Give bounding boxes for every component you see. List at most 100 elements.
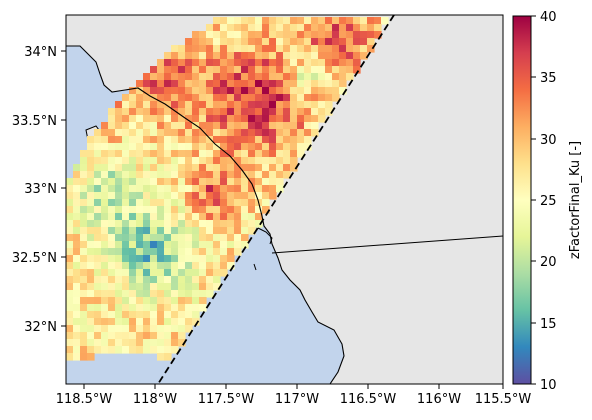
swath-pixel bbox=[171, 171, 179, 179]
swath-pixel bbox=[101, 157, 109, 165]
swath-pixel bbox=[143, 339, 151, 347]
swath-pixel bbox=[164, 325, 172, 333]
swath-pixel bbox=[129, 339, 137, 347]
swath-pixel bbox=[227, 59, 235, 67]
swath-pixel bbox=[311, 101, 319, 109]
swath-pixel bbox=[157, 73, 165, 81]
swath-pixel bbox=[115, 192, 123, 200]
swath-pixel bbox=[94, 339, 102, 347]
swath-pixel bbox=[353, 59, 361, 67]
swath-pixel bbox=[178, 150, 186, 158]
swath-pixel bbox=[220, 227, 228, 235]
swath-pixel bbox=[122, 304, 130, 312]
swath-pixel bbox=[241, 59, 249, 67]
swath-pixel bbox=[94, 283, 102, 291]
swath-pixel bbox=[269, 101, 277, 109]
swath-pixel bbox=[227, 80, 235, 88]
swath-pixel bbox=[178, 206, 186, 214]
swath-pixel bbox=[227, 38, 235, 46]
swath-pixel bbox=[360, 24, 368, 32]
swath-pixel bbox=[80, 255, 88, 263]
swath-pixel bbox=[157, 234, 165, 242]
swath-pixel bbox=[220, 38, 228, 46]
swath-pixel bbox=[283, 143, 291, 151]
swath-pixel bbox=[290, 24, 298, 32]
swath-pixel bbox=[178, 136, 186, 144]
swath-pixel bbox=[150, 80, 158, 88]
swath-pixel bbox=[213, 178, 221, 186]
swath-pixel bbox=[304, 45, 312, 53]
swath-pixel bbox=[129, 248, 137, 256]
swath-pixel bbox=[136, 101, 144, 109]
swath-pixel bbox=[150, 227, 158, 235]
swath-pixel bbox=[206, 213, 214, 221]
swath-pixel bbox=[311, 108, 319, 116]
swath-pixel bbox=[94, 255, 102, 263]
swath-pixel bbox=[227, 101, 235, 109]
swath-pixel bbox=[122, 346, 130, 354]
swath-pixel bbox=[122, 248, 130, 256]
swath-pixel bbox=[276, 108, 284, 116]
swath-pixel bbox=[206, 66, 214, 74]
swath-pixel bbox=[136, 164, 144, 172]
swath-pixel bbox=[94, 276, 102, 284]
swath-pixel bbox=[80, 339, 88, 347]
swath-pixel bbox=[227, 87, 235, 95]
swath-pixel bbox=[283, 66, 291, 74]
swath-pixel bbox=[129, 157, 137, 165]
swath-pixel bbox=[248, 129, 256, 137]
swath-pixel bbox=[367, 24, 375, 32]
swath-pixel bbox=[353, 31, 361, 39]
swath-pixel bbox=[157, 290, 165, 298]
swath-pixel bbox=[276, 157, 284, 165]
swath-pixel bbox=[213, 157, 221, 165]
swath-pixel bbox=[129, 164, 137, 172]
swath-pixel bbox=[185, 304, 193, 312]
swath-pixel bbox=[227, 108, 235, 116]
swath-pixel bbox=[248, 178, 256, 186]
swath-pixel bbox=[213, 94, 221, 102]
swath-pixel bbox=[150, 115, 158, 123]
swath-pixel bbox=[185, 318, 193, 326]
swath-pixel bbox=[325, 59, 333, 67]
swath-pixel bbox=[178, 73, 186, 81]
swath-pixel bbox=[108, 311, 116, 319]
swath-pixel bbox=[171, 108, 179, 116]
swath-pixel bbox=[213, 59, 221, 67]
swath-pixel bbox=[220, 185, 228, 193]
swath-pixel bbox=[283, 59, 291, 67]
swath-pixel bbox=[276, 171, 284, 179]
swath-pixel bbox=[290, 73, 298, 81]
swath-pixel bbox=[304, 59, 312, 67]
swath-pixel bbox=[150, 262, 158, 270]
swath-pixel bbox=[276, 45, 284, 53]
swath-pixel bbox=[87, 297, 95, 305]
swath-pixel bbox=[171, 346, 179, 354]
swath-pixel bbox=[213, 283, 221, 291]
swath-pixel bbox=[311, 87, 319, 95]
swath-pixel bbox=[143, 304, 151, 312]
swath-pixel bbox=[248, 164, 256, 172]
swath-pixel bbox=[276, 73, 284, 81]
swath-pixel bbox=[346, 59, 354, 67]
swath-pixel bbox=[129, 227, 137, 235]
swath-pixel bbox=[171, 276, 179, 284]
swath-pixel bbox=[290, 87, 298, 95]
swath-pixel bbox=[108, 143, 116, 151]
swath-pixel bbox=[297, 101, 305, 109]
swath-pixel bbox=[80, 185, 88, 193]
swath-pixel bbox=[164, 87, 172, 95]
swath-pixel bbox=[185, 255, 193, 263]
swath-pixel bbox=[192, 206, 200, 214]
swath-pixel bbox=[220, 269, 228, 277]
swath-pixel bbox=[192, 297, 200, 305]
swath-pixel bbox=[101, 150, 109, 158]
swath-pixel bbox=[227, 171, 235, 179]
swath-pixel bbox=[241, 17, 249, 25]
swath-pixel bbox=[346, 24, 354, 32]
swath-pixel bbox=[185, 290, 193, 298]
swath-pixel bbox=[234, 129, 242, 137]
swath-pixel bbox=[262, 122, 270, 130]
swath-pixel bbox=[290, 129, 298, 137]
swath-pixel bbox=[255, 206, 263, 214]
